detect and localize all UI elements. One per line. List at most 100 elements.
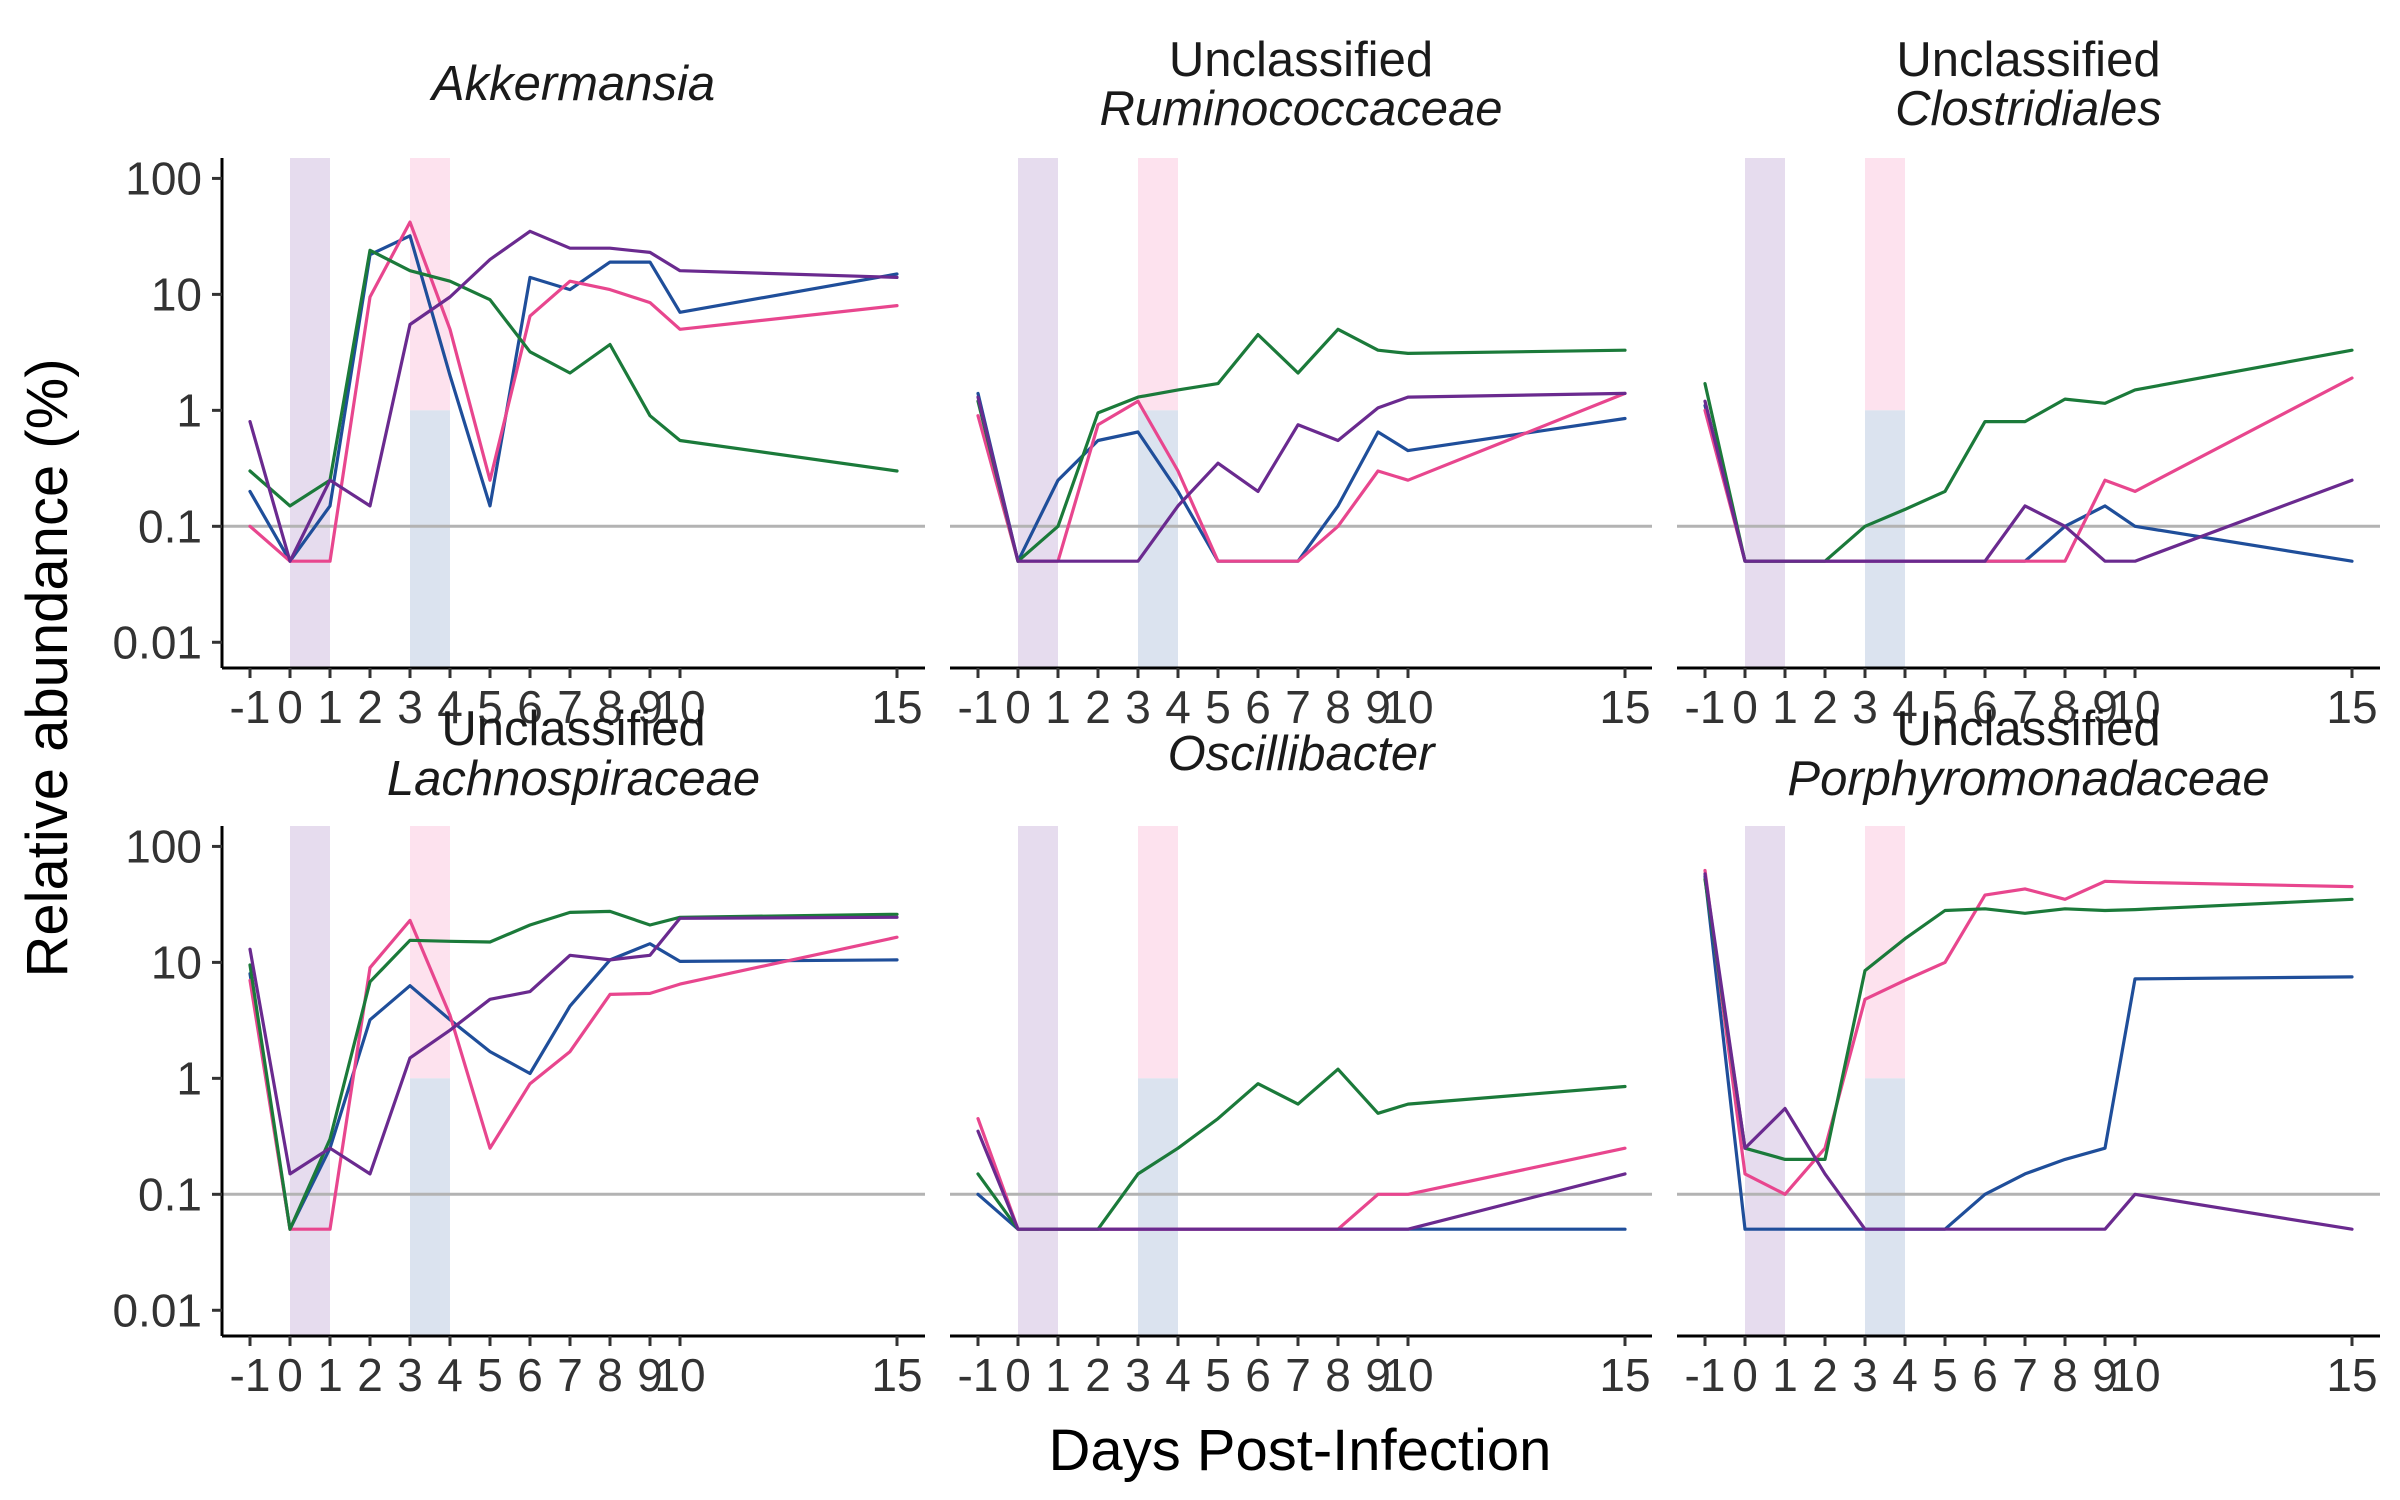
x-tick-label: 4 bbox=[437, 681, 463, 733]
panel-2: -1 0 1 2 3 4 5 6 7 8 910 15 UnclassifiedRuminococcac… bbox=[950, 33, 1652, 733]
x-tick-label: 10 bbox=[654, 681, 705, 733]
panel-title-line1: Unclassified bbox=[1896, 702, 2160, 756]
x-tick-label: 1 bbox=[1772, 1349, 1798, 1401]
x-tick-label: 1 bbox=[1772, 681, 1798, 733]
panel-title: Oscillibacter bbox=[1168, 727, 1437, 781]
x-tick-label: 3 bbox=[1852, 681, 1878, 733]
x-tick-label: 3 bbox=[1125, 1349, 1151, 1401]
x-tick-label: 3 bbox=[1852, 1349, 1878, 1401]
x-tick-label: 8 bbox=[1325, 681, 1351, 733]
series-line-2 bbox=[248, 220, 899, 563]
x-tick-label: 4 bbox=[1892, 681, 1918, 733]
x-tick-label: 1 bbox=[317, 681, 343, 733]
x-tick-label: -1 bbox=[1685, 681, 1726, 733]
x-tick-label: 5 bbox=[1205, 1349, 1231, 1401]
series-line-3 bbox=[248, 909, 899, 1231]
x-tick-label: 2 bbox=[1812, 681, 1838, 733]
x-tick-label: 9 bbox=[2092, 1349, 2118, 1401]
x-tick-label: 9 bbox=[1365, 1349, 1391, 1401]
x-tick-label: 15 bbox=[871, 1349, 922, 1401]
x-tick-label: 0 bbox=[277, 681, 303, 733]
shaded-region-1 bbox=[1018, 826, 1058, 1336]
shaded-region-1 bbox=[1745, 158, 1785, 668]
shaded-region-3 bbox=[1138, 1078, 1178, 1336]
shaded-region-3 bbox=[410, 410, 450, 668]
series-line-3 bbox=[976, 327, 1627, 563]
x-tick-label: 7 bbox=[557, 1349, 583, 1401]
series-line-1 bbox=[248, 942, 899, 1231]
x-tick-label: 7 bbox=[1285, 1349, 1311, 1401]
x-axis-title: Days Post-Infection bbox=[1049, 1418, 1552, 1483]
y-tick-label: 100 bbox=[125, 820, 202, 872]
x-tick-label: 5 bbox=[1205, 681, 1231, 733]
shaded-region-2 bbox=[1138, 826, 1178, 1079]
x-tick-label: 4 bbox=[437, 1349, 463, 1401]
x-tick-label: 7 bbox=[557, 681, 583, 733]
series-line-3 bbox=[976, 1067, 1627, 1231]
series-line-4 bbox=[976, 391, 1627, 563]
panel-title-line1: Unclassified bbox=[441, 702, 705, 756]
x-tick-label: 10 bbox=[1382, 1349, 1433, 1401]
y-tick-label: 100 bbox=[125, 152, 202, 204]
x-tick-label: 9 bbox=[637, 681, 663, 733]
x-tick-label: -1 bbox=[230, 681, 271, 733]
x-tick-label: -1 bbox=[958, 681, 999, 733]
series-line-2 bbox=[976, 1116, 1627, 1231]
x-tick-label: 0 bbox=[1732, 1349, 1758, 1401]
shaded-region-1 bbox=[290, 826, 330, 1336]
shaded-region-2 bbox=[1865, 826, 1905, 1079]
y-axis-title: Relative abundance (%) bbox=[15, 358, 80, 977]
x-tick-label: 8 bbox=[597, 1349, 623, 1401]
chart-panels: -1 0 1 2 3 4 5 6 7 8 910 150.010.1110100Akkermansia… bbox=[112, 33, 2380, 1401]
shaded-region-2 bbox=[410, 158, 450, 411]
series-line-4 bbox=[248, 229, 899, 563]
x-tick-label: 10 bbox=[654, 1349, 705, 1401]
series-line-4 bbox=[1703, 872, 2354, 1231]
x-tick-label: 9 bbox=[1365, 681, 1391, 733]
x-tick-label: 4 bbox=[1165, 1349, 1191, 1401]
x-tick-label: 5 bbox=[1932, 1349, 1958, 1401]
x-tick-label: 2 bbox=[357, 681, 383, 733]
x-tick-label: 0 bbox=[277, 1349, 303, 1401]
panel-6: -1 0 1 2 3 4 5 6 7 8 910 15 UnclassifiedPorphyromona… bbox=[1677, 702, 2380, 1401]
x-tick-label: 6 bbox=[517, 681, 543, 733]
x-tick-label: 15 bbox=[2326, 681, 2377, 733]
shaded-region-2 bbox=[1865, 158, 1905, 411]
x-tick-label: 5 bbox=[477, 681, 503, 733]
x-tick-label: 6 bbox=[1972, 1349, 1998, 1401]
series-line-4 bbox=[976, 1129, 1627, 1231]
x-tick-label: 8 bbox=[2052, 1349, 2078, 1401]
y-tick-label: 0.01 bbox=[112, 616, 202, 668]
x-tick-label: 8 bbox=[2052, 681, 2078, 733]
y-tick-label: 10 bbox=[151, 936, 202, 988]
x-tick-label: -1 bbox=[230, 1349, 271, 1401]
panel-title-line2: Ruminococcaceae bbox=[1099, 82, 1502, 136]
x-tick-label: 9 bbox=[637, 1349, 663, 1401]
x-tick-label: 7 bbox=[1285, 681, 1311, 733]
y-tick-label: 1 bbox=[176, 384, 202, 436]
x-tick-label: 15 bbox=[871, 681, 922, 733]
x-tick-label: 15 bbox=[1599, 681, 1650, 733]
y-tick-label: 0.1 bbox=[138, 500, 202, 552]
x-tick-label: 6 bbox=[517, 1349, 543, 1401]
y-tick-label: 0.1 bbox=[138, 1168, 202, 1220]
x-tick-label: 2 bbox=[1812, 1349, 1838, 1401]
x-tick-label: 9 bbox=[2092, 681, 2118, 733]
x-tick-label: 1 bbox=[1045, 681, 1071, 733]
series-line-4 bbox=[1703, 399, 2354, 563]
x-tick-label: 10 bbox=[1382, 681, 1433, 733]
series-line-4 bbox=[248, 915, 899, 1176]
panel-4: -1 0 1 2 3 4 5 6 7 8 910 150.010.1110100Unclassifie… bbox=[112, 702, 925, 1401]
shaded-region-3 bbox=[410, 1078, 450, 1336]
panel-title-line1: Unclassified bbox=[1896, 33, 2160, 87]
panel-title-line2: Lachnospiraceae bbox=[387, 752, 760, 806]
x-tick-label: 5 bbox=[477, 1349, 503, 1401]
shaded-region-1 bbox=[290, 158, 330, 668]
x-tick-label: 4 bbox=[1892, 1349, 1918, 1401]
shaded-region-3 bbox=[1865, 1078, 1905, 1336]
x-tick-label: 3 bbox=[397, 681, 423, 733]
shaded-region-3 bbox=[1865, 410, 1905, 668]
shaded-region-3 bbox=[1138, 410, 1178, 668]
